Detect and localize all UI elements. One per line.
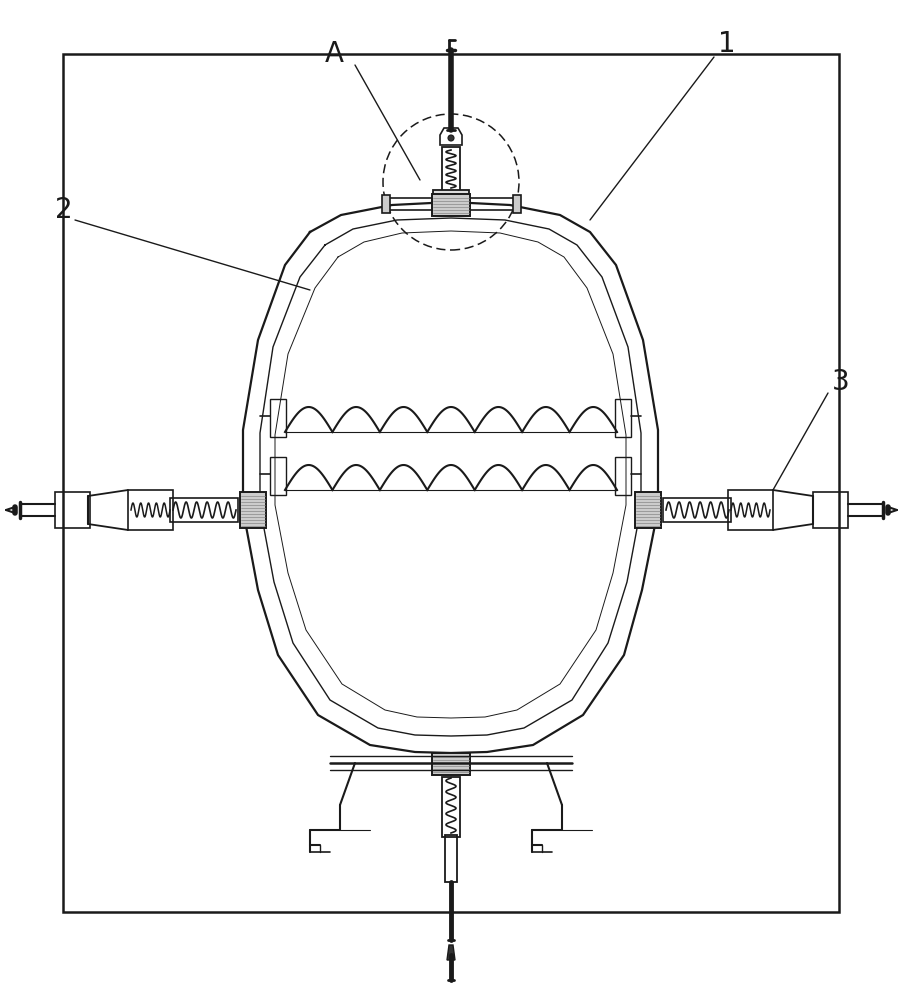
Bar <box>431 753 469 775</box>
Text: 3: 3 <box>831 368 849 396</box>
Bar <box>128 490 173 530</box>
Text: 1: 1 <box>717 30 735 58</box>
Bar <box>812 492 847 528</box>
Bar <box>431 194 469 216</box>
Bar <box>445 835 456 882</box>
Text: A: A <box>325 40 344 68</box>
Bar <box>388 198 513 210</box>
Bar <box>433 190 468 204</box>
Bar <box>270 457 286 495</box>
Bar <box>55 492 90 528</box>
Bar <box>634 492 660 528</box>
Polygon shape <box>446 945 455 960</box>
Bar <box>662 498 731 522</box>
Bar <box>170 498 238 522</box>
Bar <box>512 195 520 213</box>
Bar <box>614 399 630 437</box>
Bar <box>240 492 266 528</box>
Bar <box>727 490 772 530</box>
Bar <box>63 54 838 912</box>
Bar <box>382 195 390 213</box>
Circle shape <box>447 135 454 141</box>
Bar <box>270 399 286 437</box>
Text: 2: 2 <box>55 196 72 224</box>
Bar <box>441 147 459 192</box>
Bar <box>614 457 630 495</box>
Bar <box>441 777 459 837</box>
